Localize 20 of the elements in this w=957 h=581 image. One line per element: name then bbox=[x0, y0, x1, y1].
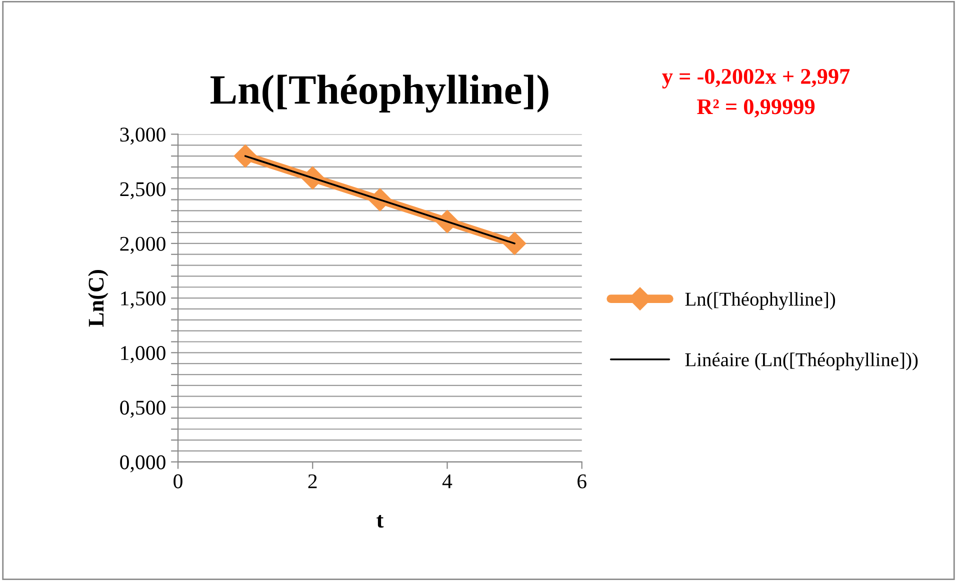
y-axis-title: Ln(C) bbox=[88, 270, 108, 327]
y-tick-label: 1,500 bbox=[121, 291, 166, 308]
x-axis-title: t bbox=[376, 514, 384, 528]
y-tick-label: 2,000 bbox=[120, 236, 166, 254]
y-tick-label: 2,500 bbox=[120, 182, 166, 200]
x-tick-label: 6 bbox=[578, 474, 586, 488]
point bbox=[503, 232, 526, 255]
text: y = -0,2002x + 2,997 bbox=[662, 68, 850, 89]
text: R² = 0,99999 bbox=[697, 99, 815, 118]
x-tick-label: 0 bbox=[174, 474, 182, 488]
y-tick-label: 0,000 bbox=[120, 455, 166, 472]
chart-title: Ln([Théophylline]) bbox=[210, 74, 548, 113]
point bbox=[234, 144, 257, 168]
x-tick-label: 2 bbox=[308, 474, 317, 488]
y-tick-label: 0,500 bbox=[120, 400, 166, 418]
legend-label: Linéaire (Ln([Théophylline])) bbox=[685, 352, 918, 370]
x-tick-label: 4 bbox=[442, 474, 452, 488]
y-tick-label: 1,000 bbox=[121, 346, 166, 364]
y-tick-label: 3,000 bbox=[120, 128, 166, 145]
legend-label: Ln([Théophylline]) bbox=[685, 292, 836, 310]
